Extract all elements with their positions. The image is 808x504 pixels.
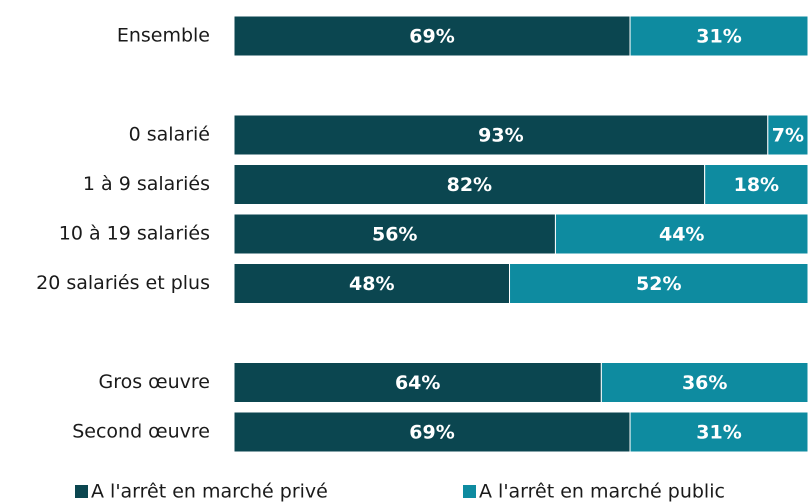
value-label: 93%	[478, 125, 523, 147]
value-label: 69%	[409, 26, 454, 48]
category-label: Gros œuvre	[99, 371, 211, 393]
value-label: 64%	[395, 372, 440, 394]
value-label: 52%	[636, 273, 681, 295]
category-label: 1 à 9 salariés	[83, 173, 210, 195]
category-label: 20 salariés et plus	[36, 272, 210, 294]
category-label: 0 salarié	[129, 124, 210, 146]
bar-segment	[629, 411, 808, 453]
bar-segment	[509, 263, 808, 304]
value-label: 56%	[372, 224, 417, 246]
legend-label: A l'arrêt en marché privé	[91, 481, 328, 503]
bar-segment	[600, 362, 808, 403]
bar-segment	[233, 411, 631, 453]
value-label: 18%	[734, 174, 779, 196]
value-label: 31%	[696, 26, 741, 48]
legend-swatch	[463, 485, 476, 498]
category-label: 10 à 19 salariés	[59, 223, 210, 245]
bar-segment	[233, 15, 631, 57]
value-label: 7%	[772, 125, 804, 147]
value-label: 48%	[349, 273, 394, 295]
category-label: Second œuvre	[72, 421, 210, 443]
bar-segment	[233, 114, 769, 156]
bar-segment	[554, 213, 808, 255]
bar-segment	[629, 15, 808, 57]
bar-segment	[233, 362, 602, 403]
bar-segment	[767, 114, 808, 156]
legend-swatch	[75, 485, 88, 498]
value-label: 44%	[659, 224, 704, 246]
value-label: 69%	[409, 422, 454, 444]
category-label: Ensemble	[117, 25, 210, 47]
legend-label: A l'arrêt en marché public	[479, 481, 725, 503]
value-label: 36%	[682, 372, 727, 394]
value-label: 82%	[447, 174, 492, 196]
value-label: 31%	[696, 422, 741, 444]
bar-segment	[233, 263, 511, 304]
